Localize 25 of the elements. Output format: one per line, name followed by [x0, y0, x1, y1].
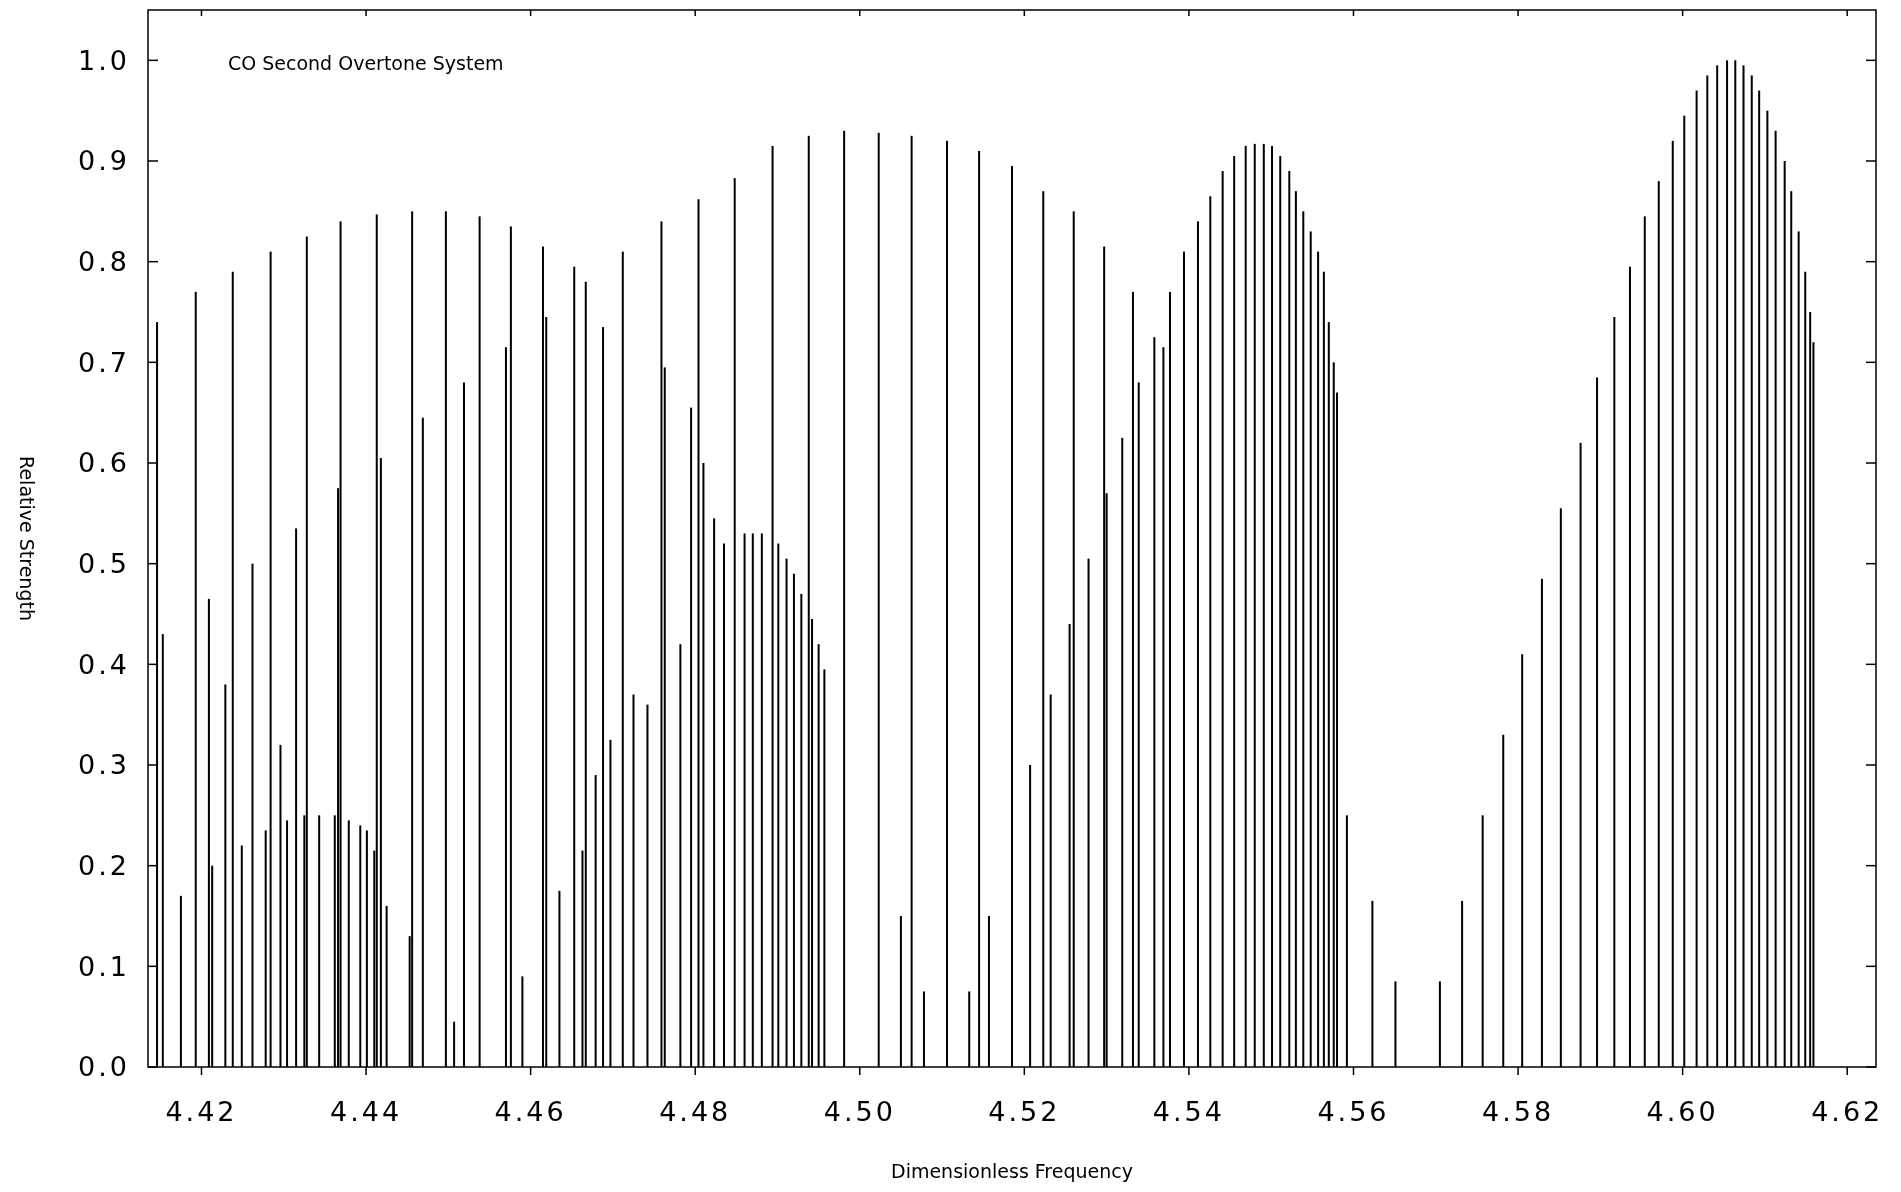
x-tick-label: 4.50 — [823, 1096, 896, 1127]
y-tick-label: 0.0 — [78, 1051, 130, 1083]
y-tick-label: 1.0 — [78, 44, 130, 76]
x-tick-label: 4.52 — [988, 1096, 1061, 1127]
x-tick-label: 4.46 — [494, 1096, 567, 1127]
x-axis-title: Dimensionless Frequency — [891, 1160, 1133, 1182]
y-tick-label: 0.1 — [78, 950, 130, 982]
y-tick-label: 0.5 — [78, 548, 130, 580]
y-tick-label: 0.2 — [78, 850, 130, 882]
y-tick-label: 0.3 — [78, 749, 130, 781]
y-tick-label: 0.7 — [78, 346, 130, 378]
x-tick-label: 4.54 — [1152, 1096, 1225, 1127]
y-tick-label: 0.6 — [78, 447, 130, 479]
x-tick-label: 4.56 — [1317, 1096, 1390, 1127]
y-tick-label: 0.4 — [78, 648, 130, 680]
y-axis-title: Relative Strength — [16, 456, 38, 621]
x-tick-label: 4.60 — [1646, 1096, 1719, 1127]
text: CO Second Overtone System — [228, 52, 504, 74]
x-tick-label: 4.42 — [165, 1096, 238, 1127]
x-tick-label: 4.44 — [329, 1096, 403, 1127]
y-tick-label: 0.9 — [78, 145, 130, 177]
x-tick-label: 4.58 — [1481, 1096, 1555, 1127]
x-tick-label: 4.62 — [1811, 1096, 1884, 1127]
y-tick-label: 0.8 — [78, 246, 130, 278]
x-tick-label: 4.48 — [659, 1096, 732, 1127]
